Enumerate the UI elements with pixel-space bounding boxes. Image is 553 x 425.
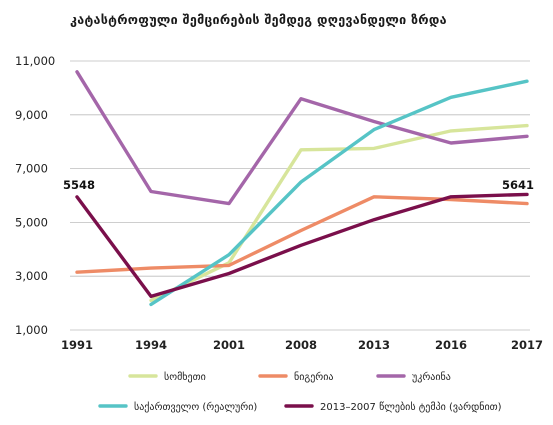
series-line-2	[75, 70, 529, 206]
y-tick-label: 1,000	[15, 323, 48, 337]
x-tick-label: 2017	[511, 338, 543, 352]
y-tick-label: 11,000	[15, 54, 55, 68]
data-label-end: 5641	[502, 178, 534, 192]
x-tick-label: 2016	[435, 338, 467, 352]
series-line-3	[149, 79, 529, 307]
data-label-start: 5548	[63, 178, 95, 192]
x-tick-label: 2001	[213, 338, 245, 352]
legend-label-4: 2013–2007 წლების ტემპი (ვარდნით)	[320, 401, 502, 413]
x-tick-label: 1994	[135, 338, 167, 352]
chart-title: კატასტროფული შემცირების შემდეგ დღევანდელ…	[70, 12, 447, 27]
x-tick-label: 1991	[61, 338, 93, 352]
series-line-4	[75, 192, 529, 299]
legend-label-0: სომხეთი	[164, 371, 206, 383]
legend-label-3: საქართველო (რეალური)	[134, 401, 257, 413]
series-line-1	[75, 195, 529, 274]
y-tick-label: 5,000	[15, 215, 48, 229]
x-tick-label: 2008	[285, 338, 317, 352]
y-tick-label: 3,000	[15, 269, 48, 283]
legend-label-2: უკრაინა	[412, 371, 451, 383]
series-line-0	[149, 123, 529, 303]
y-tick-label: 9,000	[15, 108, 48, 122]
x-tick-label: 2013	[358, 338, 390, 352]
legend-label-1: ნიგერია	[294, 371, 334, 383]
y-tick-label: 7,000	[15, 162, 48, 176]
